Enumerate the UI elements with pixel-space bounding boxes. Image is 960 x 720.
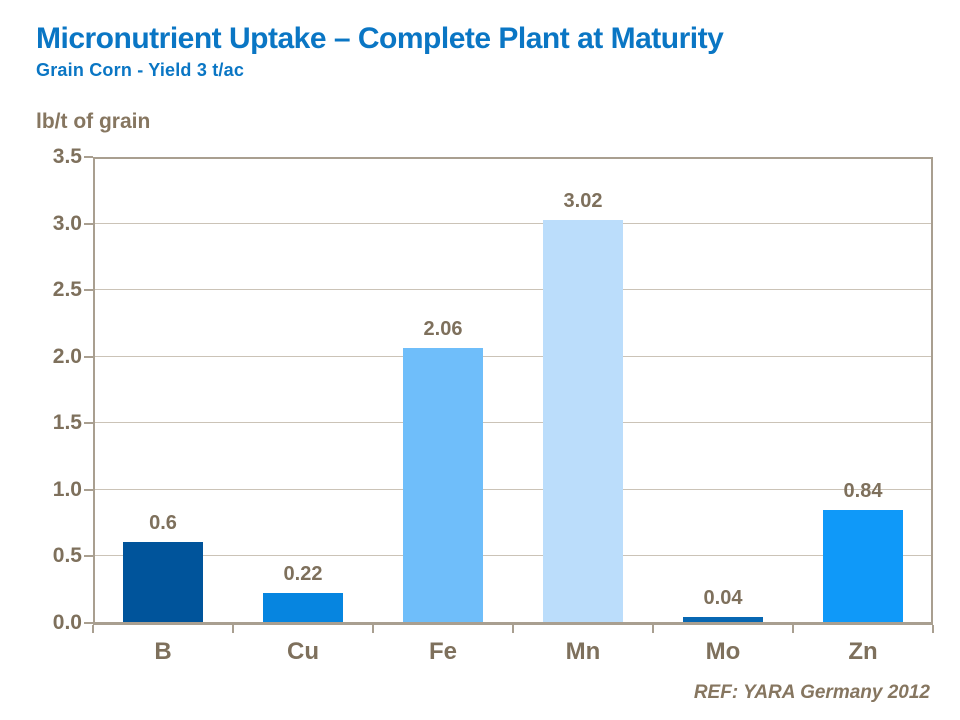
y-tick-mark <box>84 156 93 158</box>
bar-value-label: 2.06 <box>423 317 463 340</box>
x-tick-label: B <box>154 638 172 665</box>
y-tick-mark <box>84 622 93 624</box>
x-tick-label: Mo <box>705 638 741 665</box>
bar-value-label: 0.84 <box>843 480 883 503</box>
x-tick-label: Fe <box>428 638 457 665</box>
y-tick-mark <box>84 555 93 558</box>
x-tick-mark <box>372 625 374 633</box>
y-tick-mark <box>84 222 93 225</box>
x-tick-label: Mn <box>565 638 601 665</box>
y-tick-label: 3.0 <box>52 211 82 235</box>
reference-text: REF: YARA Germany 2012 <box>693 682 930 703</box>
y-axis-title: lb/t of grain <box>36 110 151 133</box>
x-tick-mark <box>652 625 654 633</box>
gridline <box>95 555 931 557</box>
gridline <box>95 222 931 224</box>
bar-value-label: 0.6 <box>149 512 177 535</box>
x-tick-mark <box>792 625 794 633</box>
y-tick-label: 1.0 <box>52 477 82 501</box>
bar <box>543 219 623 622</box>
y-tick-mark <box>84 289 93 292</box>
y-tick-mark <box>84 488 93 491</box>
bar <box>123 542 203 622</box>
x-axis-line <box>93 622 933 625</box>
y-tick-label: 0.0 <box>52 611 82 634</box>
plot-area <box>93 157 933 623</box>
gridline <box>95 488 931 490</box>
x-tick-mark <box>92 625 94 633</box>
gridline <box>95 355 931 357</box>
bar-value-label: 0.04 <box>703 586 743 609</box>
y-tick-mark <box>84 355 93 358</box>
y-tick-label: 2.0 <box>52 344 82 368</box>
chart-title: Micronutrient Uptake – Complete Plant at… <box>36 22 724 55</box>
y-tick-label: 0.5 <box>52 544 82 568</box>
y-tick-label: 2.5 <box>52 278 82 302</box>
bar <box>263 592 343 622</box>
bar-value-label: 3.02 <box>563 189 603 212</box>
x-tick-mark <box>232 625 234 633</box>
x-tick-label: Cu <box>287 638 319 665</box>
gridline <box>95 289 931 291</box>
bar <box>823 510 903 622</box>
bar <box>683 616 763 622</box>
x-tick-mark <box>932 625 934 633</box>
chart-subtitle: Grain Corn - Yield 3 t/ac <box>36 60 245 80</box>
y-tick-label: 3.5 <box>52 145 82 168</box>
x-tick-label: Zn <box>848 638 878 665</box>
y-tick-label: 1.5 <box>52 411 82 435</box>
x-tick-mark <box>512 625 514 633</box>
bar <box>403 347 483 622</box>
y-tick-mark <box>84 422 93 425</box>
bar-value-label: 0.22 <box>283 562 323 585</box>
gridline <box>95 422 931 424</box>
chart-header: Micronutrient Uptake – Complete Plant at… <box>36 22 724 81</box>
